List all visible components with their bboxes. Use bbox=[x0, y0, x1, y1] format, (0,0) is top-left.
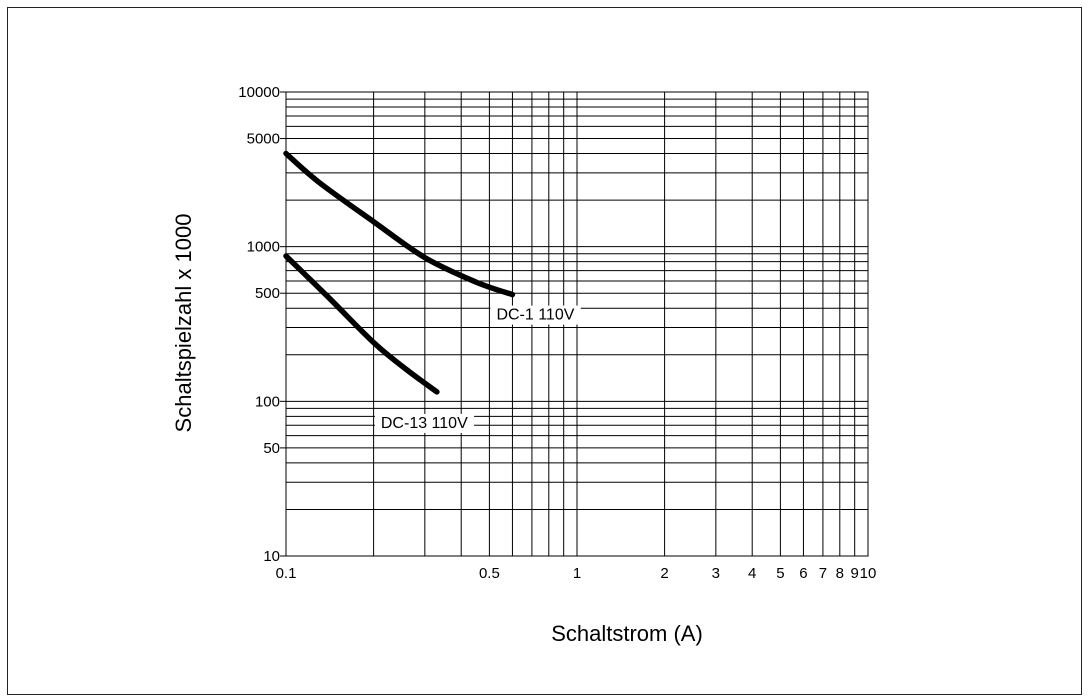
series-label-2: DC-13 110V bbox=[375, 414, 474, 433]
x-tick-label: 7 bbox=[819, 565, 827, 582]
y-tick-label: 50 bbox=[263, 440, 280, 457]
x-tick-label: 2 bbox=[660, 565, 668, 582]
y-tick-label: 100 bbox=[255, 393, 280, 410]
x-tick-label: 9 bbox=[851, 565, 859, 582]
y-tick-label: 500 bbox=[255, 285, 280, 302]
x-axis-title: Schaltstrom (A) bbox=[551, 621, 703, 646]
x-tick-label: 1 bbox=[573, 565, 581, 582]
y-tick-label: 10000 bbox=[238, 84, 280, 101]
x-tick-label: 0.5 bbox=[479, 565, 500, 582]
x-tick-label: 3 bbox=[712, 565, 720, 582]
series-curves bbox=[286, 154, 512, 392]
series-label-text: DC-13 110V bbox=[381, 415, 468, 432]
y-tick-label: 1000 bbox=[247, 239, 280, 256]
x-tick-label: 10 bbox=[860, 565, 877, 582]
x-tick-label: 0.1 bbox=[276, 565, 297, 582]
series-curve-1 bbox=[286, 154, 512, 295]
y-axis-title: Schaltspielzahl x 1000 bbox=[171, 214, 196, 433]
series-label-text: DC-1 110V bbox=[496, 307, 574, 324]
x-tick-label: 4 bbox=[748, 565, 756, 582]
y-tick-label: 5000 bbox=[247, 131, 280, 148]
x-tick-label: 6 bbox=[799, 565, 807, 582]
x-tick-label: 5 bbox=[776, 565, 784, 582]
series-label-1: DC-1 110V bbox=[490, 306, 580, 325]
y-tick-label: 10 bbox=[263, 548, 280, 565]
series-curve-2 bbox=[286, 256, 437, 392]
x-tick-label: 8 bbox=[836, 565, 844, 582]
